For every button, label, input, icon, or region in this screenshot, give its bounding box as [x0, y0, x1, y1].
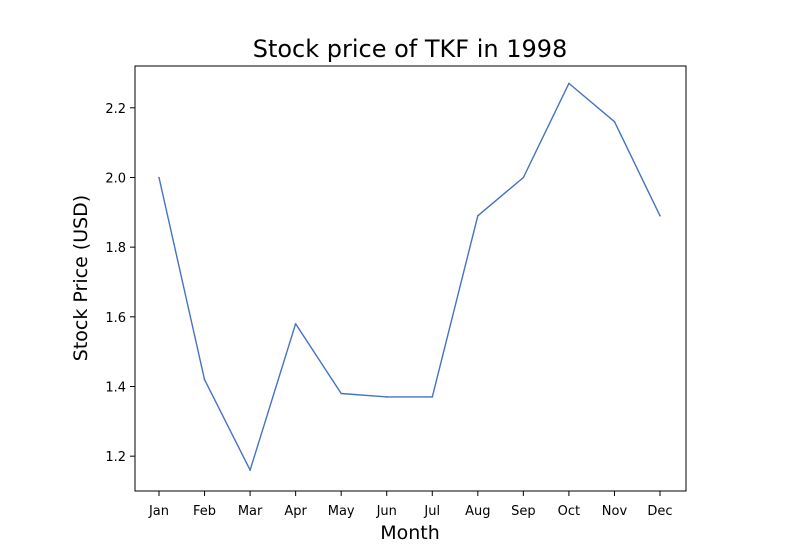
y-tick-label: 2.0 [105, 171, 126, 186]
x-tick-label: May [328, 504, 355, 519]
y-tick-label: 1.4 [105, 380, 126, 395]
x-tick-label: Feb [193, 504, 216, 519]
data-point [340, 392, 343, 395]
y-tick-label: 2.2 [105, 102, 126, 117]
data-point [294, 323, 297, 325]
series-layer [158, 82, 661, 471]
y-axis-label: Stock Price (USD) [70, 195, 92, 361]
series-line [158, 82, 661, 471]
x-tick-label: Jan [148, 504, 169, 519]
x-tick-label: Apr [284, 504, 307, 519]
data-point [385, 396, 388, 398]
x-tick-label: Dec [647, 504, 672, 519]
data-point [431, 396, 434, 398]
plot-frame [134, 65, 687, 492]
x-tick-label: Jun [376, 504, 397, 519]
y-axis: 1.2 1.4 1.6 1.8 2.0 2.2 [105, 102, 135, 465]
x-tick-label: Jul [423, 504, 440, 519]
chart-title: Stock price of TKF in 1998 [253, 35, 568, 63]
y-tick-label: 1.8 [105, 241, 126, 256]
data-point [158, 176, 160, 179]
y-tick-label: 1.2 [105, 450, 126, 465]
data-point [203, 378, 206, 381]
data-point [659, 215, 661, 217]
x-tick-label: Mar [238, 504, 263, 519]
data-point [568, 82, 570, 85]
data-point [613, 120, 616, 123]
data-point [249, 469, 251, 471]
data-point [477, 215, 479, 217]
x-axis-label: Month [380, 522, 440, 544]
x-tick-label: Oct [558, 504, 580, 519]
data-point [522, 176, 525, 179]
plot-area [134, 65, 687, 492]
y-tick-label: 1.6 [105, 311, 126, 326]
x-tick-label: Sep [511, 504, 536, 519]
x-tick-label: Aug [465, 504, 490, 519]
x-axis: Jan Feb Mar Apr May Jun Jul Aug Sep Oct Nov Dec [148, 491, 673, 519]
x-tick-label: Nov [602, 504, 628, 519]
